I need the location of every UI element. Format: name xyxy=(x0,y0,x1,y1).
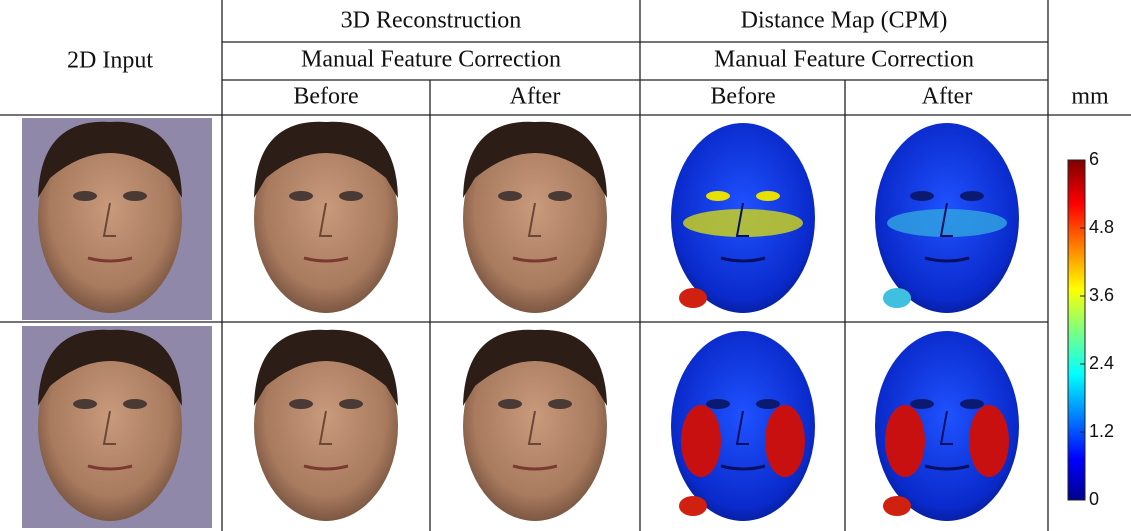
eye xyxy=(960,399,984,409)
group-title: Distance Map (CPM) xyxy=(741,8,948,34)
group-subtitle: Manual Feature Correction xyxy=(714,47,974,73)
eye xyxy=(910,399,934,409)
error-region xyxy=(683,209,803,237)
eye xyxy=(339,399,363,409)
eye xyxy=(548,191,572,201)
group-title: 3D Reconstruction xyxy=(341,8,522,34)
error-region xyxy=(885,405,925,477)
eye xyxy=(548,399,572,409)
eye xyxy=(706,191,730,201)
error-region xyxy=(887,209,1007,237)
eye xyxy=(756,191,780,201)
error-region xyxy=(679,496,707,516)
eye xyxy=(706,399,730,409)
eye xyxy=(73,399,97,409)
colorbar-tick-label: 2.4 xyxy=(1089,353,1114,373)
eye xyxy=(498,191,522,201)
input-label: 2D Input xyxy=(67,48,153,74)
error-region xyxy=(681,405,721,477)
colorbar-tick-label: 4.8 xyxy=(1089,217,1114,237)
error-region xyxy=(883,288,911,308)
colorbar-tick-label: 0 xyxy=(1089,489,1099,509)
column-label: After xyxy=(922,84,973,110)
eye xyxy=(289,399,313,409)
group-subtitle: Manual Feature Correction xyxy=(301,47,561,73)
error-region xyxy=(969,405,1009,477)
column-label: Before xyxy=(293,84,358,110)
eye xyxy=(910,191,934,201)
colorbar-tick-label: 3.6 xyxy=(1089,285,1114,305)
error-region xyxy=(679,288,707,308)
colorbar-tick-label: 6 xyxy=(1089,149,1099,169)
eye xyxy=(960,191,984,201)
eye xyxy=(289,191,313,201)
eye xyxy=(123,399,147,409)
error-region xyxy=(883,496,911,516)
colorbar xyxy=(1068,160,1085,500)
colorbar-tick-label: 1.2 xyxy=(1089,421,1114,441)
figure: 2D Input 3D Reconstruction Manual Featur… xyxy=(0,0,1131,531)
eye xyxy=(339,191,363,201)
column-label: Before xyxy=(710,84,775,110)
eye xyxy=(498,399,522,409)
unit-label: mm xyxy=(1071,84,1109,110)
eye xyxy=(73,191,97,201)
eye xyxy=(756,399,780,409)
column-label: After xyxy=(510,84,561,110)
eye xyxy=(123,191,147,201)
error-region xyxy=(765,405,805,477)
